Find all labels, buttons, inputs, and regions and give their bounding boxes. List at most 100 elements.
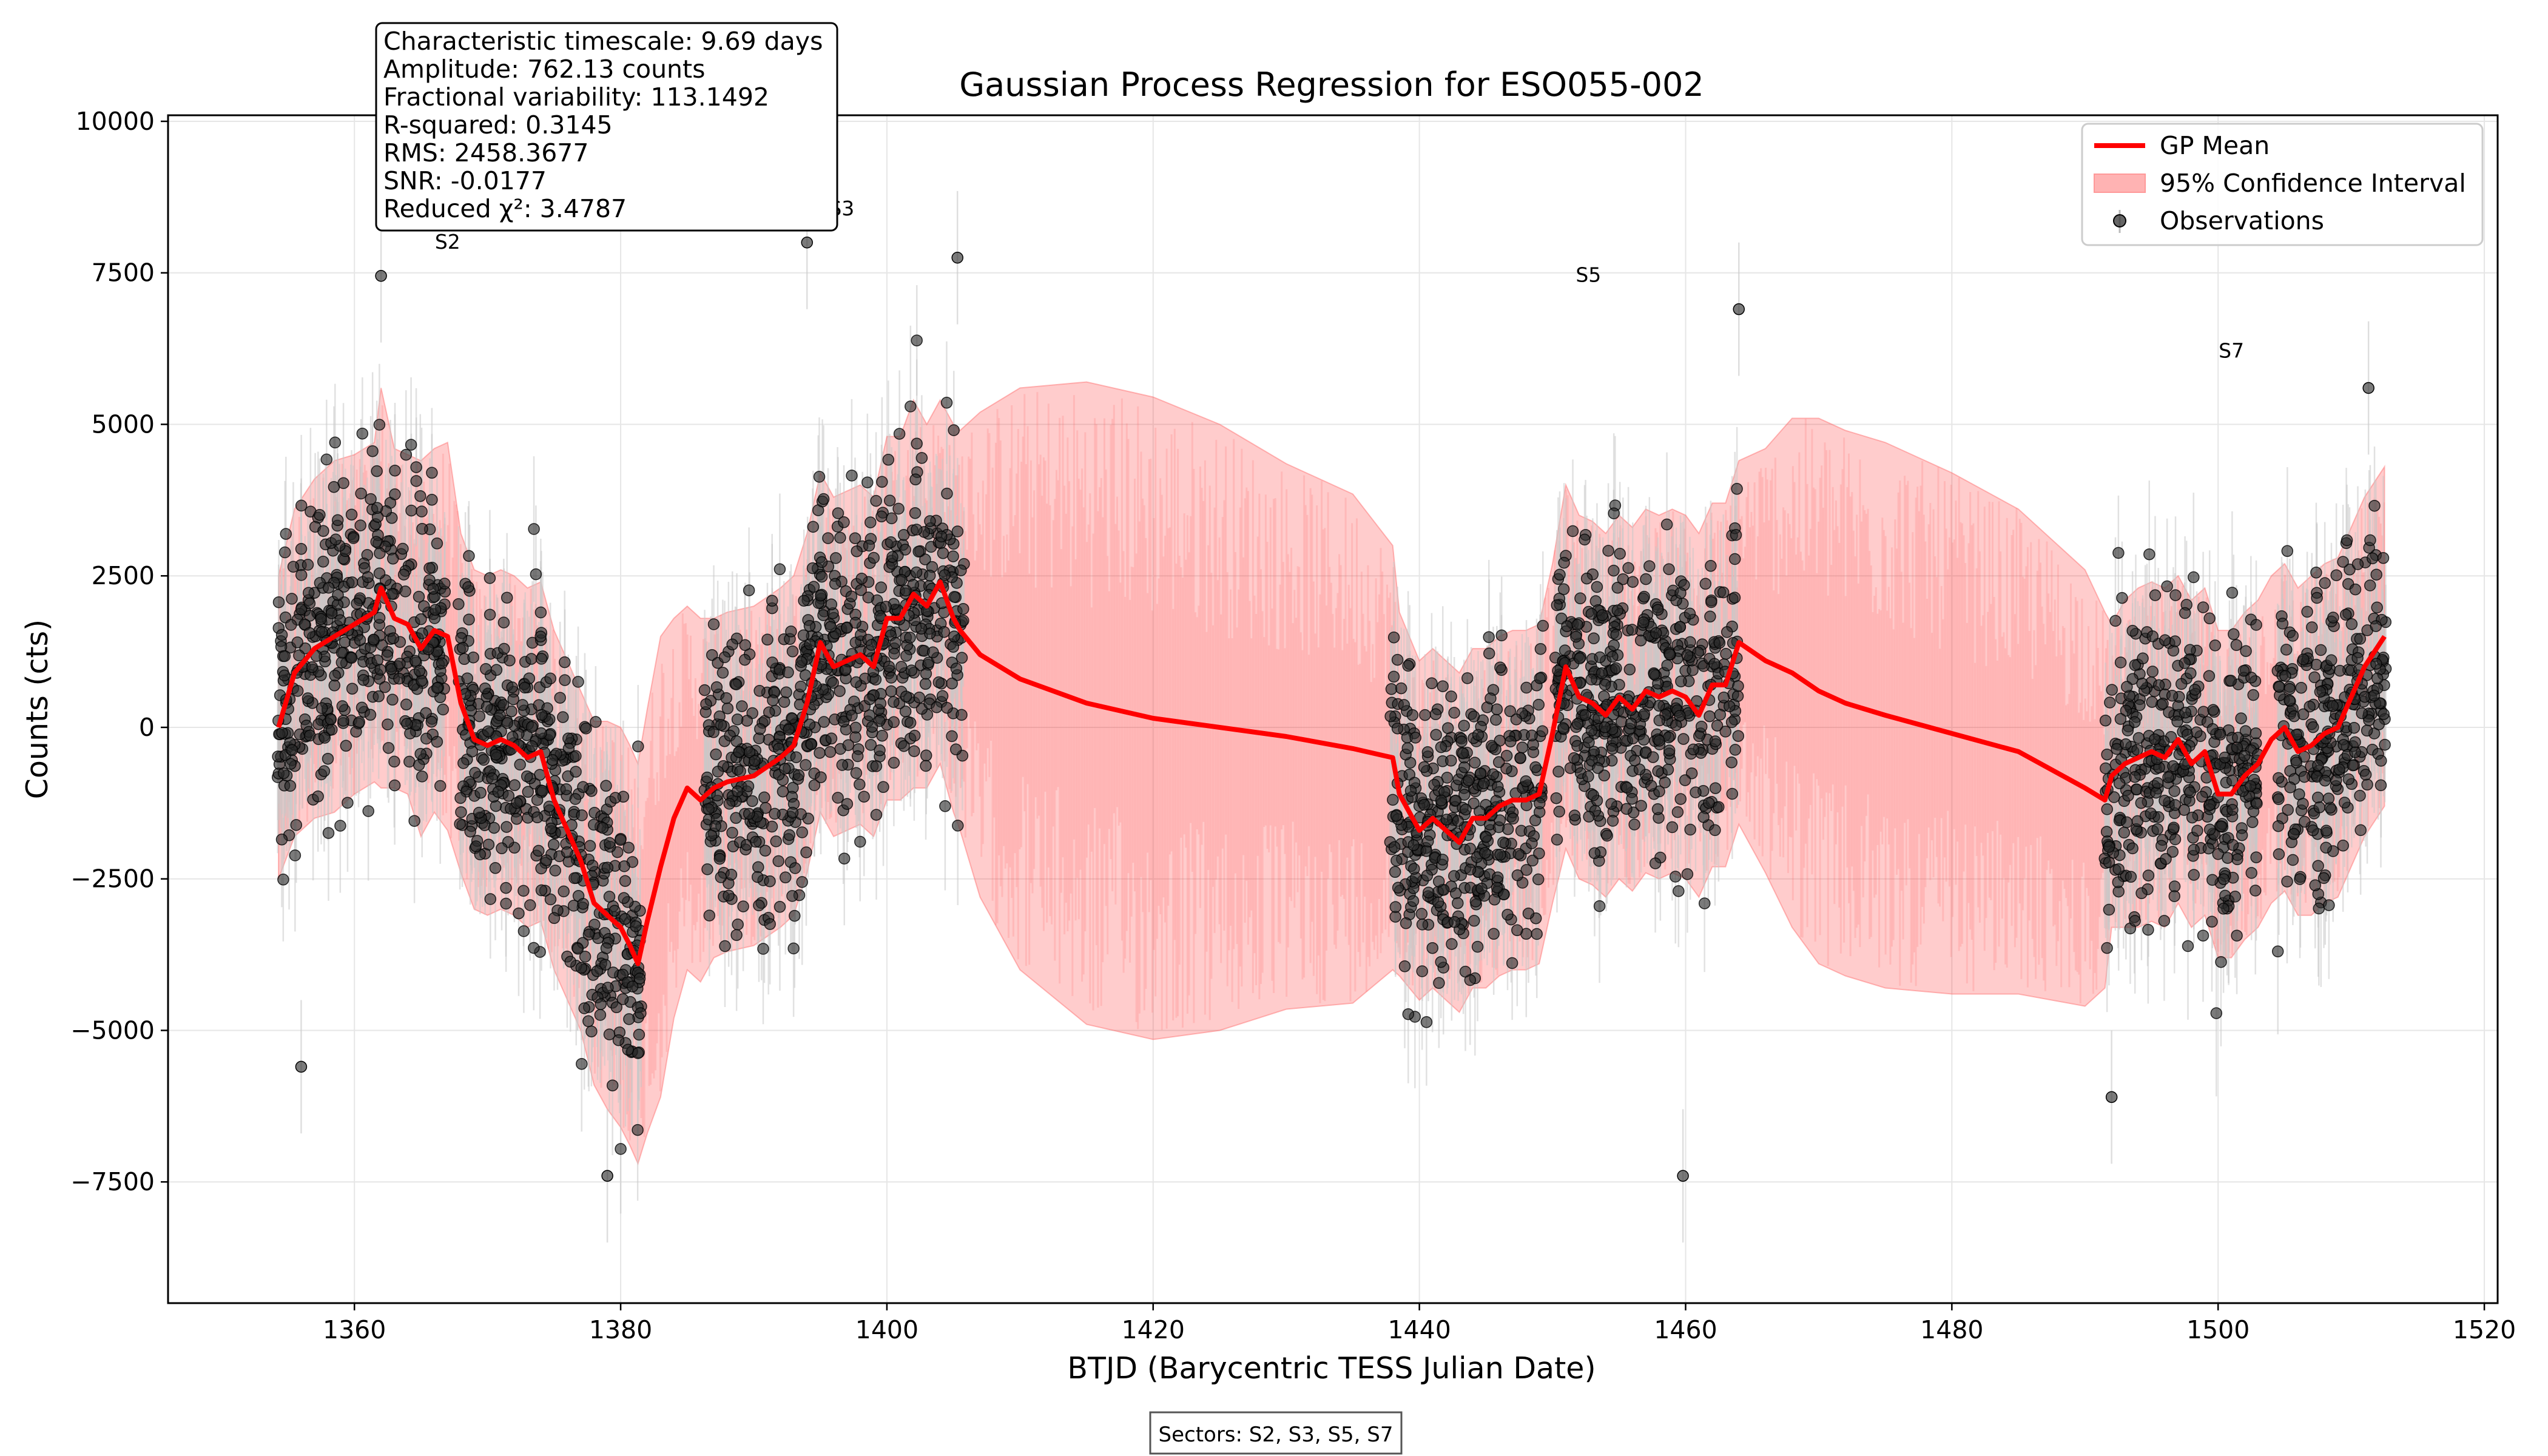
observation-point	[318, 765, 331, 777]
observation-point	[346, 682, 359, 695]
observation-point	[386, 588, 398, 600]
observation-point	[409, 655, 422, 667]
observation-point	[303, 597, 316, 610]
observation-point	[322, 752, 334, 765]
observation-point	[371, 502, 383, 514]
observation-point	[405, 439, 417, 451]
observation-point	[615, 1143, 627, 1155]
observation-point	[413, 665, 426, 677]
observation-point	[508, 779, 521, 792]
observation-point	[342, 797, 354, 809]
observation-point	[431, 538, 443, 550]
observation-point	[362, 571, 374, 584]
observation-point	[298, 618, 311, 630]
observation-point	[354, 634, 366, 646]
observation-point	[357, 674, 369, 686]
observation-point	[426, 467, 438, 479]
observation-point	[410, 461, 422, 473]
observation-point	[276, 727, 288, 739]
observation-point	[400, 448, 413, 461]
observation-point	[295, 603, 308, 615]
observation-point	[293, 649, 305, 662]
observation-point	[416, 627, 428, 639]
observation-point	[335, 647, 348, 659]
observation-point	[340, 740, 352, 752]
observation-point	[408, 815, 420, 827]
observation-point	[317, 525, 329, 538]
observation-point	[290, 819, 303, 831]
observation-point	[434, 780, 447, 792]
observation-point	[500, 897, 512, 910]
observation-point	[567, 900, 580, 912]
observation-point	[272, 596, 285, 608]
observation-point	[420, 732, 433, 745]
observation-point	[394, 658, 406, 670]
observation-point	[427, 582, 439, 595]
observation-point	[400, 698, 413, 711]
observation-point	[291, 636, 304, 649]
observation-point	[364, 709, 377, 721]
observation-point	[373, 567, 386, 579]
observation-point	[302, 559, 314, 571]
observation-point	[505, 705, 517, 718]
observation-point	[328, 679, 341, 692]
observation-point	[356, 701, 368, 714]
observation-point	[315, 613, 327, 625]
observation-point	[365, 493, 377, 505]
observation-point	[289, 849, 302, 861]
observation-point	[320, 453, 333, 466]
observation-point	[356, 427, 369, 440]
observation-point	[500, 821, 513, 833]
observation-point	[374, 547, 386, 559]
observation-point	[463, 550, 475, 562]
observation-point	[415, 613, 427, 625]
observation-point	[285, 619, 297, 631]
observation-point	[345, 652, 358, 664]
observation-point	[325, 713, 337, 726]
observation-point	[275, 834, 288, 846]
observation-point	[329, 436, 342, 449]
observation-point	[302, 692, 314, 704]
observation-point	[416, 522, 428, 535]
observation-point	[278, 650, 291, 662]
observation-point	[355, 487, 367, 500]
observation-point	[332, 589, 344, 601]
observation-point	[347, 532, 360, 544]
observation-point	[423, 562, 436, 575]
observation-point	[366, 445, 379, 457]
observation-point	[413, 590, 425, 603]
observation-point	[606, 1079, 619, 1091]
observation-point	[439, 578, 451, 590]
grid	[168, 115, 2498, 1303]
observation-point	[410, 475, 422, 487]
observation-point	[373, 419, 386, 431]
observation-point	[600, 780, 612, 792]
observation-point	[326, 723, 338, 736]
observation-point	[413, 759, 425, 771]
observation-point	[436, 657, 448, 670]
observation-point	[362, 805, 374, 817]
observation-point	[280, 528, 292, 540]
observation-point	[389, 464, 401, 477]
observation-point	[314, 508, 326, 521]
observation-point	[322, 581, 335, 594]
observation-point	[388, 779, 401, 792]
observation-point	[426, 494, 438, 506]
observation-point	[522, 786, 534, 798]
observation-point	[325, 607, 338, 619]
observation-point	[547, 838, 560, 851]
observation-point	[351, 598, 363, 610]
observation-point	[370, 536, 382, 548]
observation-point	[277, 874, 289, 886]
observation-point	[278, 546, 291, 559]
observation-point	[371, 465, 383, 477]
observation-point	[306, 661, 318, 673]
observation-point	[287, 561, 300, 573]
observation-point	[295, 543, 308, 555]
observation-point	[373, 612, 386, 624]
observation-point	[318, 732, 331, 744]
observation-point	[399, 585, 411, 598]
observation-point	[286, 744, 298, 757]
observation-point	[393, 672, 405, 685]
